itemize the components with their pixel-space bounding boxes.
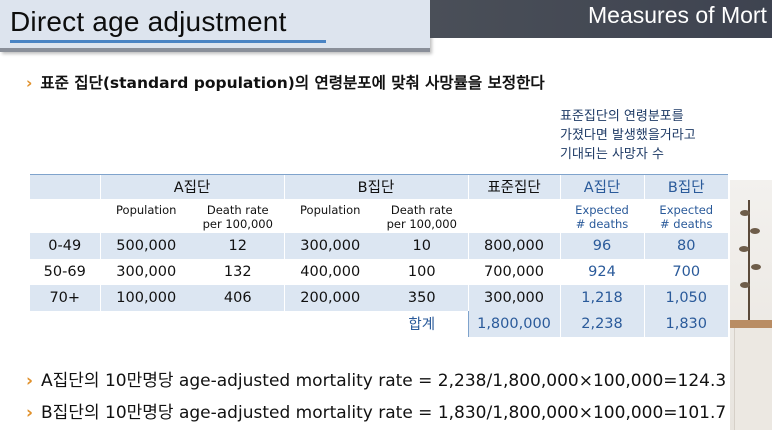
age-cell: 50-69 — [43, 263, 86, 280]
note-line: 기대되는 사망자 수 — [560, 147, 664, 162]
sub-header-line: Expected — [575, 202, 629, 217]
group-header-a-expected: A집단 — [559, 174, 644, 199]
chevron-right-icon: › — [26, 403, 34, 423]
b-population-cell: 200,000 — [283, 284, 376, 311]
b-rate-cell: 100 — [407, 263, 436, 280]
b-rate-cell: 10 — [376, 232, 468, 259]
a-expected-cell: 1,218 — [559, 284, 644, 311]
plant-stem — [748, 200, 750, 320]
main-bullet-text: 표준 집단(standard population)의 연령분포에 맞춰 사망률… — [40, 74, 545, 92]
leaf-icon — [751, 264, 761, 270]
table-cell — [30, 199, 100, 233]
group-header-b-expected: B집단 — [643, 174, 728, 199]
total-standard-cell: 1,800,000 — [467, 310, 560, 337]
leaf-icon — [740, 282, 750, 288]
table-cell — [99, 310, 192, 337]
age-cell: 70+ — [30, 284, 100, 311]
chevron-right-icon: › — [26, 371, 34, 391]
header-band-text: Measures of Mort — [588, 2, 767, 28]
a-population-cell: 100,000 — [99, 284, 192, 311]
age-cell: 0-49 — [30, 232, 100, 259]
table-cell — [192, 311, 284, 337]
a-expected-cell: 96 — [559, 232, 644, 259]
table-row: 50-69 300,000 132 400,000 100 700,000 92… — [30, 258, 728, 285]
wooden-shelf — [730, 320, 772, 328]
sub-header-line: # deaths — [659, 216, 713, 231]
a-population-cell: 500,000 — [99, 232, 192, 259]
sub-header-expected: Expected # deaths — [559, 198, 644, 233]
table-group-header-row: A집단 B집단 표준집단 A집단 B집단 — [30, 174, 728, 199]
bullet-a-result: › A집단의 10만명당 age-adjusted mortality rate … — [26, 366, 726, 391]
slide-title-box: Direct age adjustment — [0, 0, 430, 52]
table-row: 70+ 100,000 406 200,000 350 300,000 1,21… — [30, 284, 728, 311]
b-rate-cell: 350 — [376, 284, 468, 311]
group-header-standard: 표준집단 — [467, 174, 560, 199]
b-population-cell: 300,000 — [283, 232, 376, 259]
table-sub-header-row: Population Death rate per 100,000 Populat… — [30, 198, 728, 233]
sub-header-population: Population — [283, 198, 376, 233]
b-expected-cell: 80 — [643, 232, 728, 259]
sub-header-line: per 100,000 — [202, 216, 273, 231]
standard-population-cell: 800,000 — [467, 232, 560, 259]
bullet-a-text: A집단의 10만명당 age-adjusted mortality rate =… — [41, 371, 727, 391]
table-cell — [467, 198, 560, 233]
b-expected-cell: 700 — [643, 258, 728, 285]
chevron-right-icon: › — [26, 74, 33, 92]
total-b-expected-cell: 1,830 — [643, 310, 728, 337]
bullet-b-text: B집단의 10만명당 age-adjusted mortality rate =… — [41, 403, 727, 423]
standard-population-cell: 300,000 — [467, 284, 560, 311]
sub-header-expected: Expected # deaths — [643, 198, 728, 233]
decorative-room-photo — [730, 180, 772, 430]
total-label: 합계 — [408, 317, 436, 333]
a-rate-cell: 132 — [223, 263, 252, 280]
group-header-b: B집단 — [283, 174, 468, 199]
sub-header-line: # deaths — [575, 216, 629, 231]
sub-header-line: Death rate — [206, 202, 269, 217]
expected-deaths-note: 표준집단의 연령분포를 가졌다면 발생했을거라고 기대되는 사망자 수 — [560, 107, 760, 164]
header-band: Measures of Mort — [430, 0, 772, 38]
table-row: 0-49 500,000 12 300,000 10 800,000 96 80 — [30, 232, 728, 259]
b-expected-cell: 1,050 — [643, 284, 728, 311]
bullet-b-result: › B집단의 10만명당 age-adjusted mortality rate … — [26, 398, 726, 423]
age-adjustment-table: A집단 B집단 표준집단 A집단 B집단 Population Death ra… — [30, 174, 728, 337]
note-line: 표준집단의 연령분포를 — [560, 109, 684, 124]
sub-header-population: Population — [99, 198, 192, 233]
table-total-row: 합계 1,800,000 2,238 1,830 — [30, 310, 728, 337]
b-population-cell: 400,000 — [283, 258, 376, 285]
leaf-icon — [750, 228, 760, 234]
a-rate-cell: 406 — [192, 284, 284, 311]
a-population-cell: 300,000 — [99, 258, 192, 285]
a-rate-cell: 12 — [192, 232, 284, 259]
sub-header-line: per 100,000 — [386, 216, 457, 231]
cabinet — [734, 328, 772, 430]
note-line: 가졌다면 발생했을거라고 — [560, 128, 696, 143]
leaf-icon — [740, 210, 750, 216]
table-cell — [283, 310, 376, 337]
sub-header-death-rate: Death rate per 100,000 — [376, 199, 468, 233]
group-header-a: A집단 — [99, 174, 284, 199]
sub-header-line: Expected — [659, 202, 714, 217]
table-cell — [30, 174, 100, 199]
title-underline — [10, 40, 326, 43]
a-expected-cell: 924 — [559, 258, 644, 285]
standard-population-cell: 700,000 — [467, 258, 560, 285]
sub-header-death-rate: Death rate per 100,000 — [192, 199, 284, 233]
sub-header-line: Death rate — [390, 202, 453, 217]
table-cell — [30, 311, 100, 337]
main-bullet: › 표준 집단(standard population)의 연령분포에 맞춰 사망… — [26, 71, 545, 93]
slide-title: Direct age adjustment — [10, 6, 287, 37]
leaf-icon — [739, 246, 749, 252]
total-a-expected-cell: 2,238 — [559, 310, 644, 337]
